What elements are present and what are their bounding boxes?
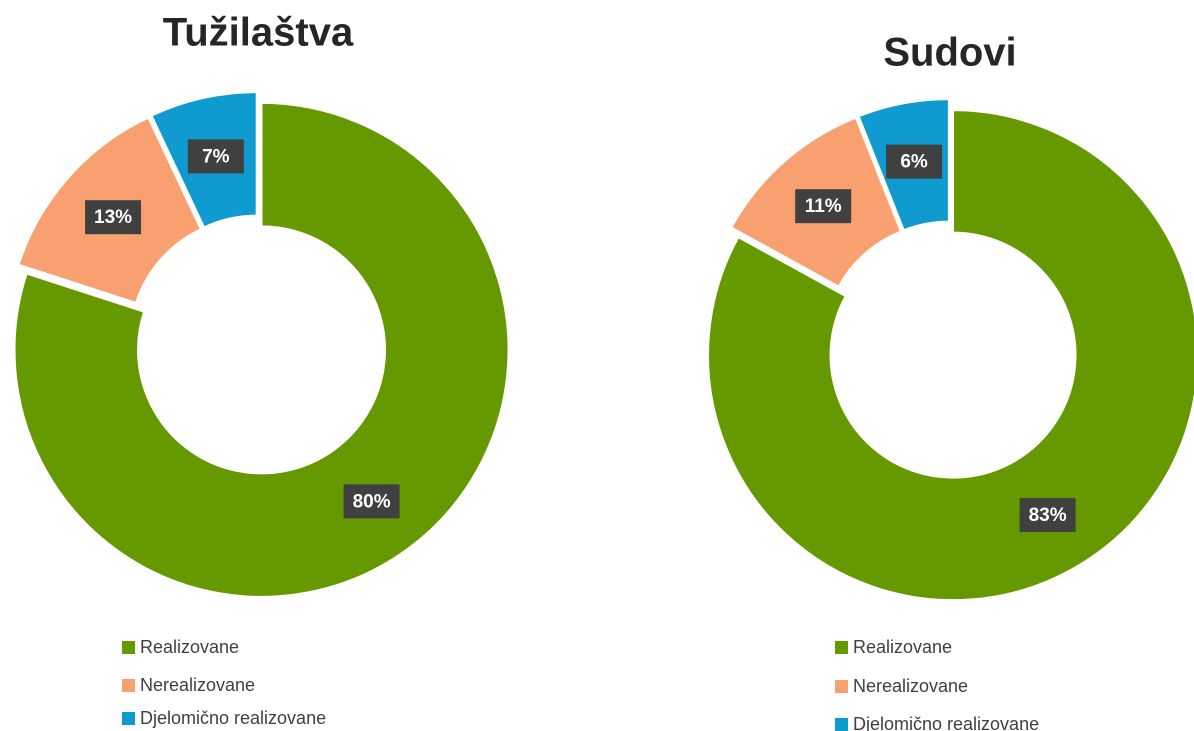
label-box — [795, 189, 852, 224]
slice — [13, 101, 510, 598]
legend-swatch — [835, 641, 848, 654]
label-box — [1019, 498, 1076, 533]
data-label: 83% — [1029, 505, 1067, 526]
legend-swatch — [122, 712, 135, 725]
legend-swatch — [835, 680, 848, 693]
label-box — [187, 139, 244, 174]
data-label: 7% — [202, 146, 230, 167]
legend-label: Djelomično realizovane — [140, 708, 326, 728]
legend-label: Djelomično realizovane — [853, 714, 1039, 731]
label-box — [343, 484, 400, 519]
data-label: 80% — [353, 491, 391, 512]
legend-label: Nerealizovane — [140, 675, 255, 695]
data-label: 13% — [94, 207, 132, 228]
legend-label: Nerealizovane — [853, 676, 968, 696]
slice — [707, 109, 1194, 602]
data-label: 6% — [900, 152, 928, 173]
legend-swatch — [122, 679, 135, 692]
legend-swatch — [122, 641, 135, 654]
legend-swatch — [835, 718, 848, 731]
chart-title: Sudovi — [883, 31, 1016, 75]
legend-label: Realizovane — [140, 637, 239, 657]
legend-label: Realizovane — [853, 637, 952, 657]
label-box — [886, 144, 943, 179]
data-label: 11% — [805, 196, 842, 217]
chart-title: Tužilaštva — [163, 11, 354, 55]
label-box — [85, 200, 142, 235]
